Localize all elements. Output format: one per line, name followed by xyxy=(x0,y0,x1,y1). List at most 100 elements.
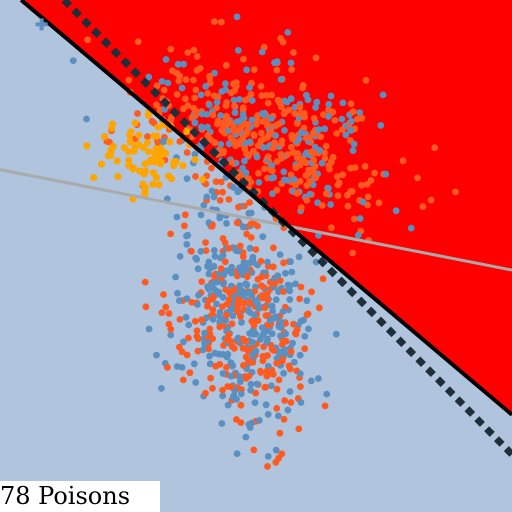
data-point-blue xyxy=(262,401,270,409)
data-point-orange xyxy=(273,186,281,194)
data-point-orange xyxy=(225,196,233,203)
data-point-orange xyxy=(231,102,238,110)
data-point-blue xyxy=(377,122,385,129)
data-point-blue xyxy=(359,198,367,206)
data-point-orange xyxy=(227,89,235,97)
data-point-orange xyxy=(236,242,244,250)
data-point-blue xyxy=(287,95,295,103)
data-point-blue xyxy=(236,264,243,272)
data-point-blue xyxy=(211,252,219,260)
data-point-blue xyxy=(282,269,289,277)
data-point-blue xyxy=(392,207,400,215)
data-point-blue xyxy=(241,157,248,165)
poison-point xyxy=(129,165,137,173)
data-point-orange xyxy=(321,149,329,157)
data-point-orange xyxy=(258,273,266,281)
data-point-blue xyxy=(145,325,153,333)
data-point-orange xyxy=(212,362,220,370)
data-point-orange xyxy=(178,348,186,356)
data-point-blue xyxy=(191,150,199,158)
data-point-blue xyxy=(224,401,232,409)
data-point-orange xyxy=(185,334,192,342)
data-point-orange xyxy=(271,280,279,288)
data-point-blue xyxy=(206,360,214,368)
data-point-blue xyxy=(173,213,181,221)
data-point-blue xyxy=(208,187,216,195)
data-point-blue xyxy=(273,354,281,362)
poison-point xyxy=(126,138,134,146)
data-point-orange xyxy=(188,299,196,306)
poison-point xyxy=(166,138,174,146)
data-point-orange xyxy=(362,76,370,84)
data-point-blue xyxy=(247,386,255,394)
data-point-orange xyxy=(162,303,170,311)
data-point-blue xyxy=(197,91,205,99)
data-point-blue xyxy=(302,91,310,99)
data-point-orange xyxy=(290,148,297,156)
data-point-orange xyxy=(125,76,133,84)
data-point-blue xyxy=(268,330,276,338)
data-point-orange xyxy=(182,76,190,83)
data-point-orange xyxy=(211,18,218,25)
data-point-orange xyxy=(225,245,233,252)
data-point-blue xyxy=(216,270,224,278)
data-point-orange xyxy=(234,272,241,280)
data-point-orange xyxy=(264,133,271,141)
data-point-orange xyxy=(309,129,317,137)
data-point-blue xyxy=(288,268,296,276)
data-point-orange xyxy=(269,370,277,378)
data-point-orange xyxy=(184,49,192,56)
data-point-orange xyxy=(202,389,209,397)
data-point-blue xyxy=(290,176,298,183)
data-point-orange xyxy=(249,147,257,155)
data-point-blue xyxy=(282,330,289,338)
data-point-orange xyxy=(84,36,91,44)
data-point-orange xyxy=(176,72,184,80)
data-point-orange xyxy=(288,66,295,73)
data-point-blue xyxy=(239,164,247,172)
data-point-blue xyxy=(235,247,243,255)
data-point-blue xyxy=(164,79,172,87)
data-point-orange xyxy=(299,84,306,92)
data-point-blue xyxy=(204,262,211,270)
poison-count-caption: 78 Poisons xyxy=(0,481,160,512)
data-point-orange xyxy=(219,188,227,196)
poison-point xyxy=(156,160,165,168)
data-point-orange xyxy=(274,96,282,104)
data-point-blue xyxy=(274,412,282,420)
data-point-blue xyxy=(280,369,287,377)
data-point-blue xyxy=(237,390,245,398)
data-point-blue xyxy=(247,380,255,388)
data-point-blue xyxy=(249,256,257,264)
data-point-orange xyxy=(176,316,184,323)
data-point-blue xyxy=(210,247,218,254)
data-point-blue xyxy=(272,296,280,304)
poison-point xyxy=(153,132,161,140)
data-point-blue xyxy=(242,433,250,441)
data-point-blue xyxy=(382,170,390,178)
data-point-blue xyxy=(180,338,187,346)
data-point-orange xyxy=(333,173,341,181)
data-point-orange xyxy=(302,172,310,179)
data-point-orange xyxy=(253,120,260,128)
data-point-blue xyxy=(205,270,213,278)
data-point-blue xyxy=(246,138,254,146)
data-point-orange xyxy=(347,188,354,195)
data-point-blue xyxy=(296,351,304,359)
data-point-blue xyxy=(236,96,243,103)
data-point-blue xyxy=(245,421,253,428)
data-point-blue xyxy=(264,258,271,266)
data-point-blue xyxy=(173,363,181,370)
data-point-orange xyxy=(295,425,303,433)
data-point-orange xyxy=(296,103,304,111)
data-point-orange xyxy=(319,275,327,283)
data-point-orange xyxy=(210,92,218,100)
data-point-orange xyxy=(331,117,339,124)
data-point-orange xyxy=(219,386,227,394)
data-point-orange xyxy=(289,135,296,143)
data-point-blue xyxy=(347,127,355,134)
data-point-orange xyxy=(204,302,211,310)
data-point-orange xyxy=(153,82,161,90)
data-point-blue xyxy=(251,399,259,407)
data-point-orange xyxy=(264,99,272,107)
